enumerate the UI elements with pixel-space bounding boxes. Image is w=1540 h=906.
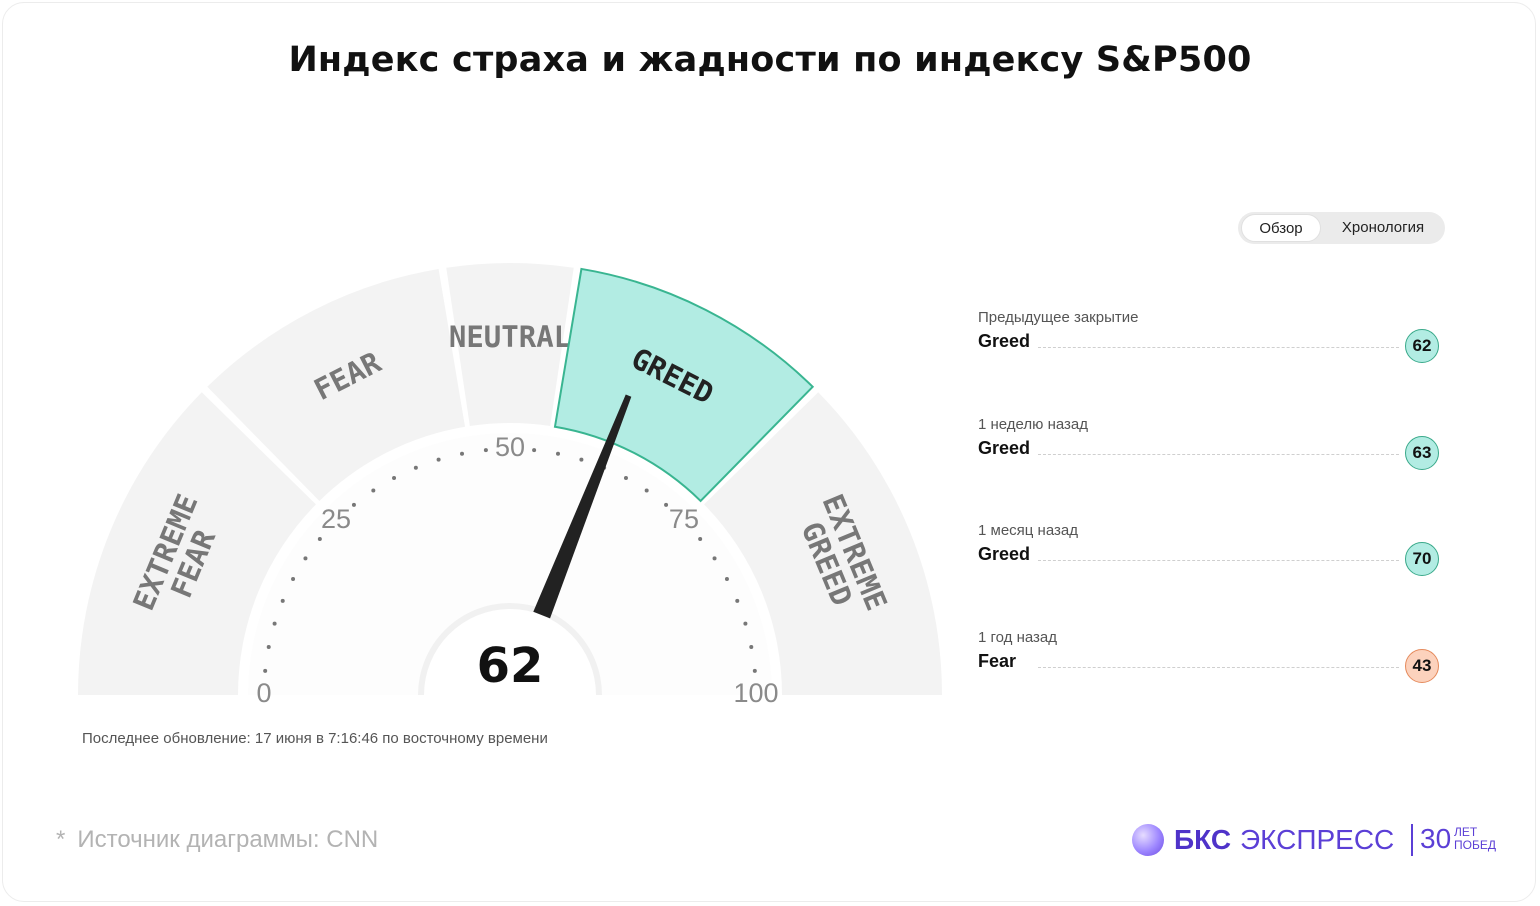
gauge-tick-label: 25 bbox=[321, 504, 351, 534]
history-score-badge: 43 bbox=[1405, 649, 1439, 683]
gauge-scale-dot bbox=[743, 621, 748, 626]
history-label: 1 год назад bbox=[978, 629, 1058, 646]
fear-greed-gauge: EXTREMEFEARFEARNEUTRALGREEDEXTREMEGREED0… bbox=[78, 263, 942, 708]
gauge-scale-dot bbox=[664, 502, 669, 507]
tab-timeline[interactable]: Хронология bbox=[1341, 219, 1425, 236]
history-label: Предыдущее закрытие bbox=[978, 309, 1139, 326]
history-1-year-ago: 1 год назад Fear 43 bbox=[978, 629, 1443, 709]
gauge-scale-dot bbox=[413, 465, 418, 470]
gauge-hub bbox=[424, 609, 596, 695]
gauge-scale-dot bbox=[532, 448, 537, 453]
gauge-segment-label: NEUTRAL bbox=[449, 320, 571, 354]
gauge-value: 62 bbox=[477, 638, 544, 694]
brand-express: ЭКСПРЕСС bbox=[1240, 824, 1395, 855]
dashed-divider bbox=[1038, 347, 1399, 348]
gauge-scale-dot bbox=[483, 448, 488, 453]
gauge-scale-dot bbox=[724, 577, 729, 582]
history-1-week-ago: 1 неделю назад Greed 63 bbox=[978, 416, 1443, 496]
history-1-month-ago: 1 месяц назад Greed 70 bbox=[978, 522, 1443, 602]
gauge-scale-dot bbox=[460, 451, 465, 456]
history-rating: Greed bbox=[978, 331, 1035, 352]
history-label: 1 месяц назад bbox=[978, 522, 1078, 539]
page-title: Индекс страха и жадности по индексу S&P5… bbox=[288, 40, 1252, 80]
dashed-divider bbox=[1038, 667, 1399, 668]
gauge-scale-dot bbox=[698, 536, 703, 541]
history-rating: Fear bbox=[978, 651, 1021, 672]
brand-caption-line-1: ЛЕТ bbox=[1454, 825, 1478, 839]
view-toggle[interactable]: Обзор Хронология bbox=[1238, 212, 1445, 244]
gauge-scale-dot bbox=[317, 536, 322, 541]
history-score-badge: 70 bbox=[1405, 542, 1439, 576]
gauge-tick-label: 75 bbox=[669, 504, 699, 534]
gauge-tick-label: 50 bbox=[495, 432, 525, 462]
brand-years-caption: ЛЕТ ПОБЕД bbox=[1454, 826, 1496, 852]
gauge-segment-fear bbox=[207, 268, 466, 501]
gauge-scale-dot bbox=[291, 577, 296, 582]
gauge-scale-dot bbox=[263, 668, 268, 673]
tab-overview[interactable]: Обзор bbox=[1241, 214, 1321, 242]
gauge-scale-dot bbox=[392, 476, 397, 481]
gauge-tick-label: 100 bbox=[733, 678, 778, 708]
history-score-badge: 63 bbox=[1405, 436, 1439, 470]
gauge-segment-greed bbox=[553, 267, 815, 503]
dashed-divider bbox=[1038, 454, 1399, 455]
history-rating: Greed bbox=[978, 438, 1035, 459]
asterisk: * bbox=[56, 826, 66, 853]
gauge-segment-extreme-fear bbox=[78, 392, 316, 695]
dashed-divider bbox=[1038, 560, 1399, 561]
gauge-scale-dot bbox=[579, 457, 584, 462]
brand-sphere-icon bbox=[1132, 824, 1164, 856]
gauge-scale-dot bbox=[351, 502, 356, 507]
gauge-scale-dot bbox=[555, 451, 560, 456]
gauge-scale-dot bbox=[303, 556, 308, 561]
gauge-inner-area bbox=[248, 433, 772, 695]
history-score-badge: 62 bbox=[1405, 329, 1439, 363]
brand-separator bbox=[1411, 824, 1413, 856]
gauge-segment-extreme-greed bbox=[704, 392, 942, 695]
gauge-scale-dot bbox=[752, 668, 757, 673]
gauge-scale-dot bbox=[735, 598, 740, 603]
gauge-scale-dot bbox=[749, 645, 754, 650]
chart-source: * Источник диаграммы: CNN bbox=[56, 826, 378, 854]
history-label: 1 неделю назад bbox=[978, 416, 1089, 433]
brand-bks: БКС bbox=[1174, 824, 1232, 855]
brand-years-number: 30 bbox=[1420, 823, 1452, 854]
brand-logo: БКС ЭКСПРЕСС 30 ЛЕТ ПОБЕД bbox=[1132, 822, 1504, 860]
gauge-scale-dot bbox=[623, 476, 628, 481]
gauge-scale-dot bbox=[644, 488, 649, 493]
brand-caption-line-2: ПОБЕД bbox=[1454, 838, 1496, 852]
history-previous-close: Предыдущее закрытие Greed 62 bbox=[978, 309, 1443, 389]
gauge-needle bbox=[533, 394, 632, 619]
last-updated-text: Последнее обновление: 17 июня в 7:16:46 … bbox=[82, 730, 548, 747]
history-rating: Greed bbox=[978, 544, 1035, 565]
gauge-scale-dot bbox=[272, 621, 277, 626]
gauge-scale-dot bbox=[280, 598, 285, 603]
gauge-segment-neutral bbox=[446, 263, 574, 426]
gauge-scale-dot bbox=[266, 645, 271, 650]
gauge-scale-dot bbox=[712, 556, 717, 561]
gauge-scale-dot bbox=[436, 457, 441, 462]
gauge-scale-dot bbox=[371, 488, 376, 493]
source-text: Источник диаграммы: CNN bbox=[77, 826, 379, 853]
gauge-tick-label: 0 bbox=[256, 678, 271, 708]
